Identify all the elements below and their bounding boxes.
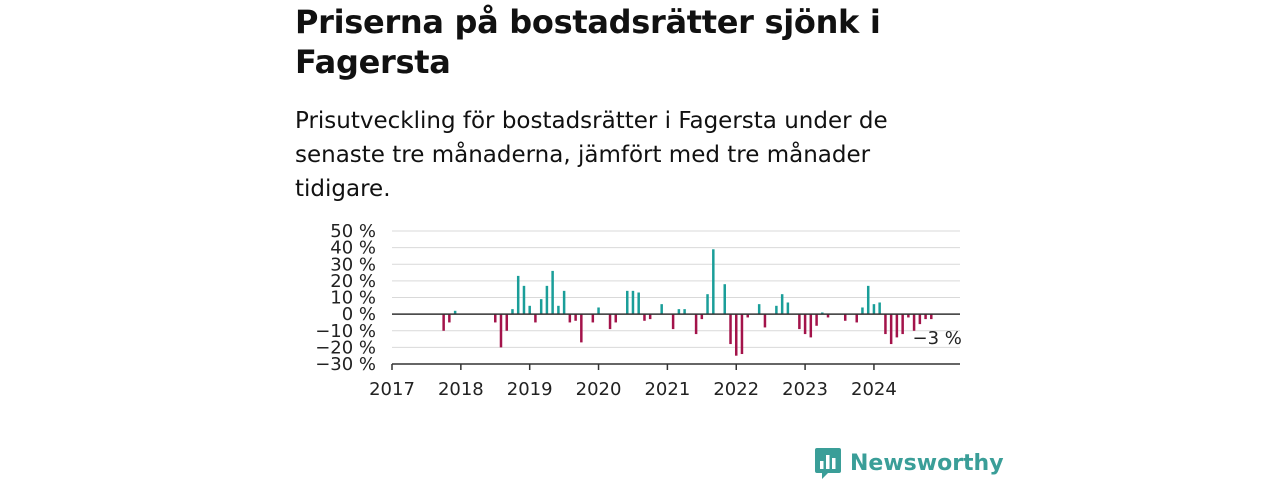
x-tick-label: 2020 [576,379,622,400]
bar [568,314,572,323]
bar [671,314,675,330]
bar [683,309,686,315]
bar [648,314,652,320]
bar [815,314,818,326]
bar [643,314,646,321]
grid-lines [392,230,960,365]
bar [706,294,709,315]
chart-title: Priserna på bostadsrätter sjönk i Fagers… [295,3,881,81]
bar [872,304,876,315]
bar [614,314,618,323]
x-tick-label: 2018 [438,379,484,400]
bar [597,307,600,315]
y-tick-label: 40 % [330,238,376,259]
bar [528,305,531,315]
bar [448,314,451,323]
bar [700,314,704,320]
bar [539,299,543,315]
bar [907,314,910,318]
bar [551,270,554,315]
bar [442,314,445,331]
bar [545,285,549,315]
bar [453,310,457,315]
x-tick-label: 2023 [782,379,828,400]
bar [884,314,887,335]
bar-series [442,249,933,356]
bar [763,314,767,328]
bar [494,314,497,323]
y-tick-label: 0 % [342,304,376,325]
bar [562,290,566,315]
bar [557,305,560,315]
bar [516,275,520,315]
bar [591,314,595,323]
bar [574,314,577,321]
bar [740,314,744,355]
bar [878,302,881,315]
bar [677,309,681,315]
y-tick-label: −10 % [315,321,376,342]
bar [930,314,933,320]
bar [866,285,870,315]
bar [608,314,612,330]
bar [821,312,824,315]
bar [712,249,715,315]
x-tick-label: 2022 [713,379,759,400]
newsworthy-logo-icon [815,448,841,479]
x-tick-label: 2021 [644,379,690,400]
bar [729,314,732,345]
bar [826,314,830,318]
bar [798,314,801,330]
y-tick-label: −30 % [315,354,376,375]
bar [895,314,899,338]
bar [694,314,698,335]
bar [843,314,847,321]
y-tick-label: 10 % [330,288,376,309]
axes [392,313,960,365]
bar [786,302,790,315]
bar [918,314,922,325]
newsworthy-logo: Newsworthy [814,446,1004,480]
x-tick-label: 2019 [507,379,553,400]
bar [637,292,640,315]
bar [746,314,749,318]
bar [901,314,904,335]
last-value-annotation: −3 % [913,328,962,349]
bar [809,314,813,338]
bar [912,314,916,331]
bar [580,314,583,343]
x-axis-tick-labels: 2017 2018 2019 2020 2021 2022 2023 2024 [369,364,897,400]
x-tick-label: 2017 [369,379,415,400]
bar [723,284,726,315]
brand-name: Newsworthy [850,450,1004,476]
bar [522,285,526,315]
chart-subtitle: Prisutveckling för bostadsrätter i Fager… [295,108,888,202]
bar [780,294,784,315]
y-axis-tick-labels: 50 %40 %30 %20 %10 %0 %−10 %−20 %−30 % [315,221,376,375]
bar [775,305,778,315]
bar [499,314,503,348]
bar [889,314,893,345]
x-tick-label: 2024 [851,379,897,400]
bar [757,304,761,315]
bar [631,290,635,315]
y-tick-label: 20 % [330,271,376,292]
bar [660,304,663,315]
bar [861,307,864,315]
y-tick-label: −20 % [315,337,376,358]
bar [924,314,927,320]
bar [534,314,537,323]
bar [803,314,807,335]
y-tick-label: 50 % [330,221,376,242]
bar [855,314,858,323]
bar [626,290,629,315]
bar [511,309,514,315]
bar [734,314,738,356]
bar [505,314,509,331]
bar-chart: 50 %40 %30 %20 %10 %0 %−10 %−20 %−30 % 2… [315,221,962,400]
y-tick-label: 30 % [330,254,376,275]
